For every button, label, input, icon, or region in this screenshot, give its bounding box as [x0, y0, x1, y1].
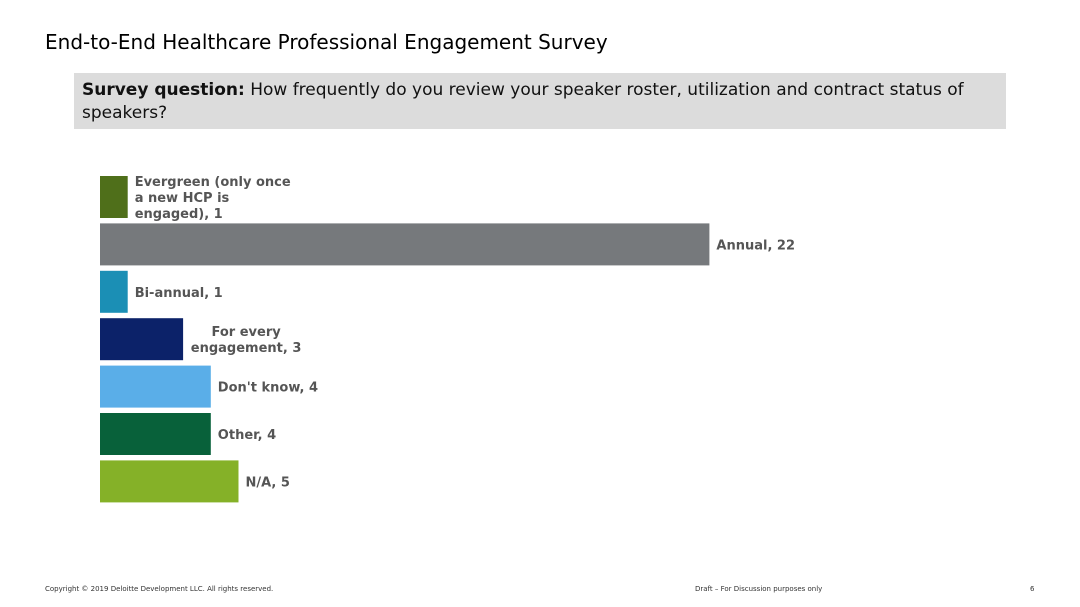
bar-label-3: For every engagement, 3	[191, 325, 302, 356]
bar-label-1: Annual, 22	[716, 238, 795, 253]
footer-copyright: Copyright © 2019 Deloitte Development LL…	[45, 585, 274, 593]
bar-label-4: Don't know, 4	[218, 381, 318, 396]
bar-label-line: Annual, 22	[716, 238, 795, 253]
footer-draft-notice: Draft – For Discussion purposes only	[695, 585, 823, 593]
bar-3	[100, 318, 184, 361]
survey-question-label: Survey question:	[82, 80, 245, 100]
survey-question-text: How frequently do you review your speake…	[82, 80, 964, 123]
bar-label-line: a new HCP is	[135, 191, 230, 206]
bar-label-6: N/A, 5	[246, 475, 290, 490]
bar-label-line: Evergreen (only once	[135, 175, 291, 190]
bar-label-0: Evergreen (only once a new HCP is engaged)…	[135, 175, 291, 222]
page-title: End-to-End Healthcare Professional Engag…	[45, 30, 608, 54]
bar-label-line: engaged), 1	[135, 207, 223, 222]
bar-label-line: Other, 4	[218, 428, 276, 443]
bar-label-5: Other, 4	[218, 428, 276, 443]
bar-5	[100, 413, 211, 455]
bar-label-2: Bi-annual, 1	[135, 286, 223, 301]
bar-2	[100, 270, 128, 313]
bar-label-line: N/A, 5	[246, 475, 290, 490]
bar-label-line: Bi-annual, 1	[135, 286, 223, 301]
bar-0	[100, 176, 128, 218]
survey-question-box: Survey question: How frequently do you r…	[74, 73, 1006, 129]
bar-6	[100, 460, 239, 503]
bar-label-line: For every	[211, 325, 281, 340]
bar-label-line: Don't know, 4	[218, 381, 318, 396]
footer-page-number: 6	[1030, 585, 1035, 593]
bar-4	[100, 365, 211, 408]
bar-1	[100, 223, 710, 266]
bar-label-line: engagement, 3	[191, 341, 302, 356]
